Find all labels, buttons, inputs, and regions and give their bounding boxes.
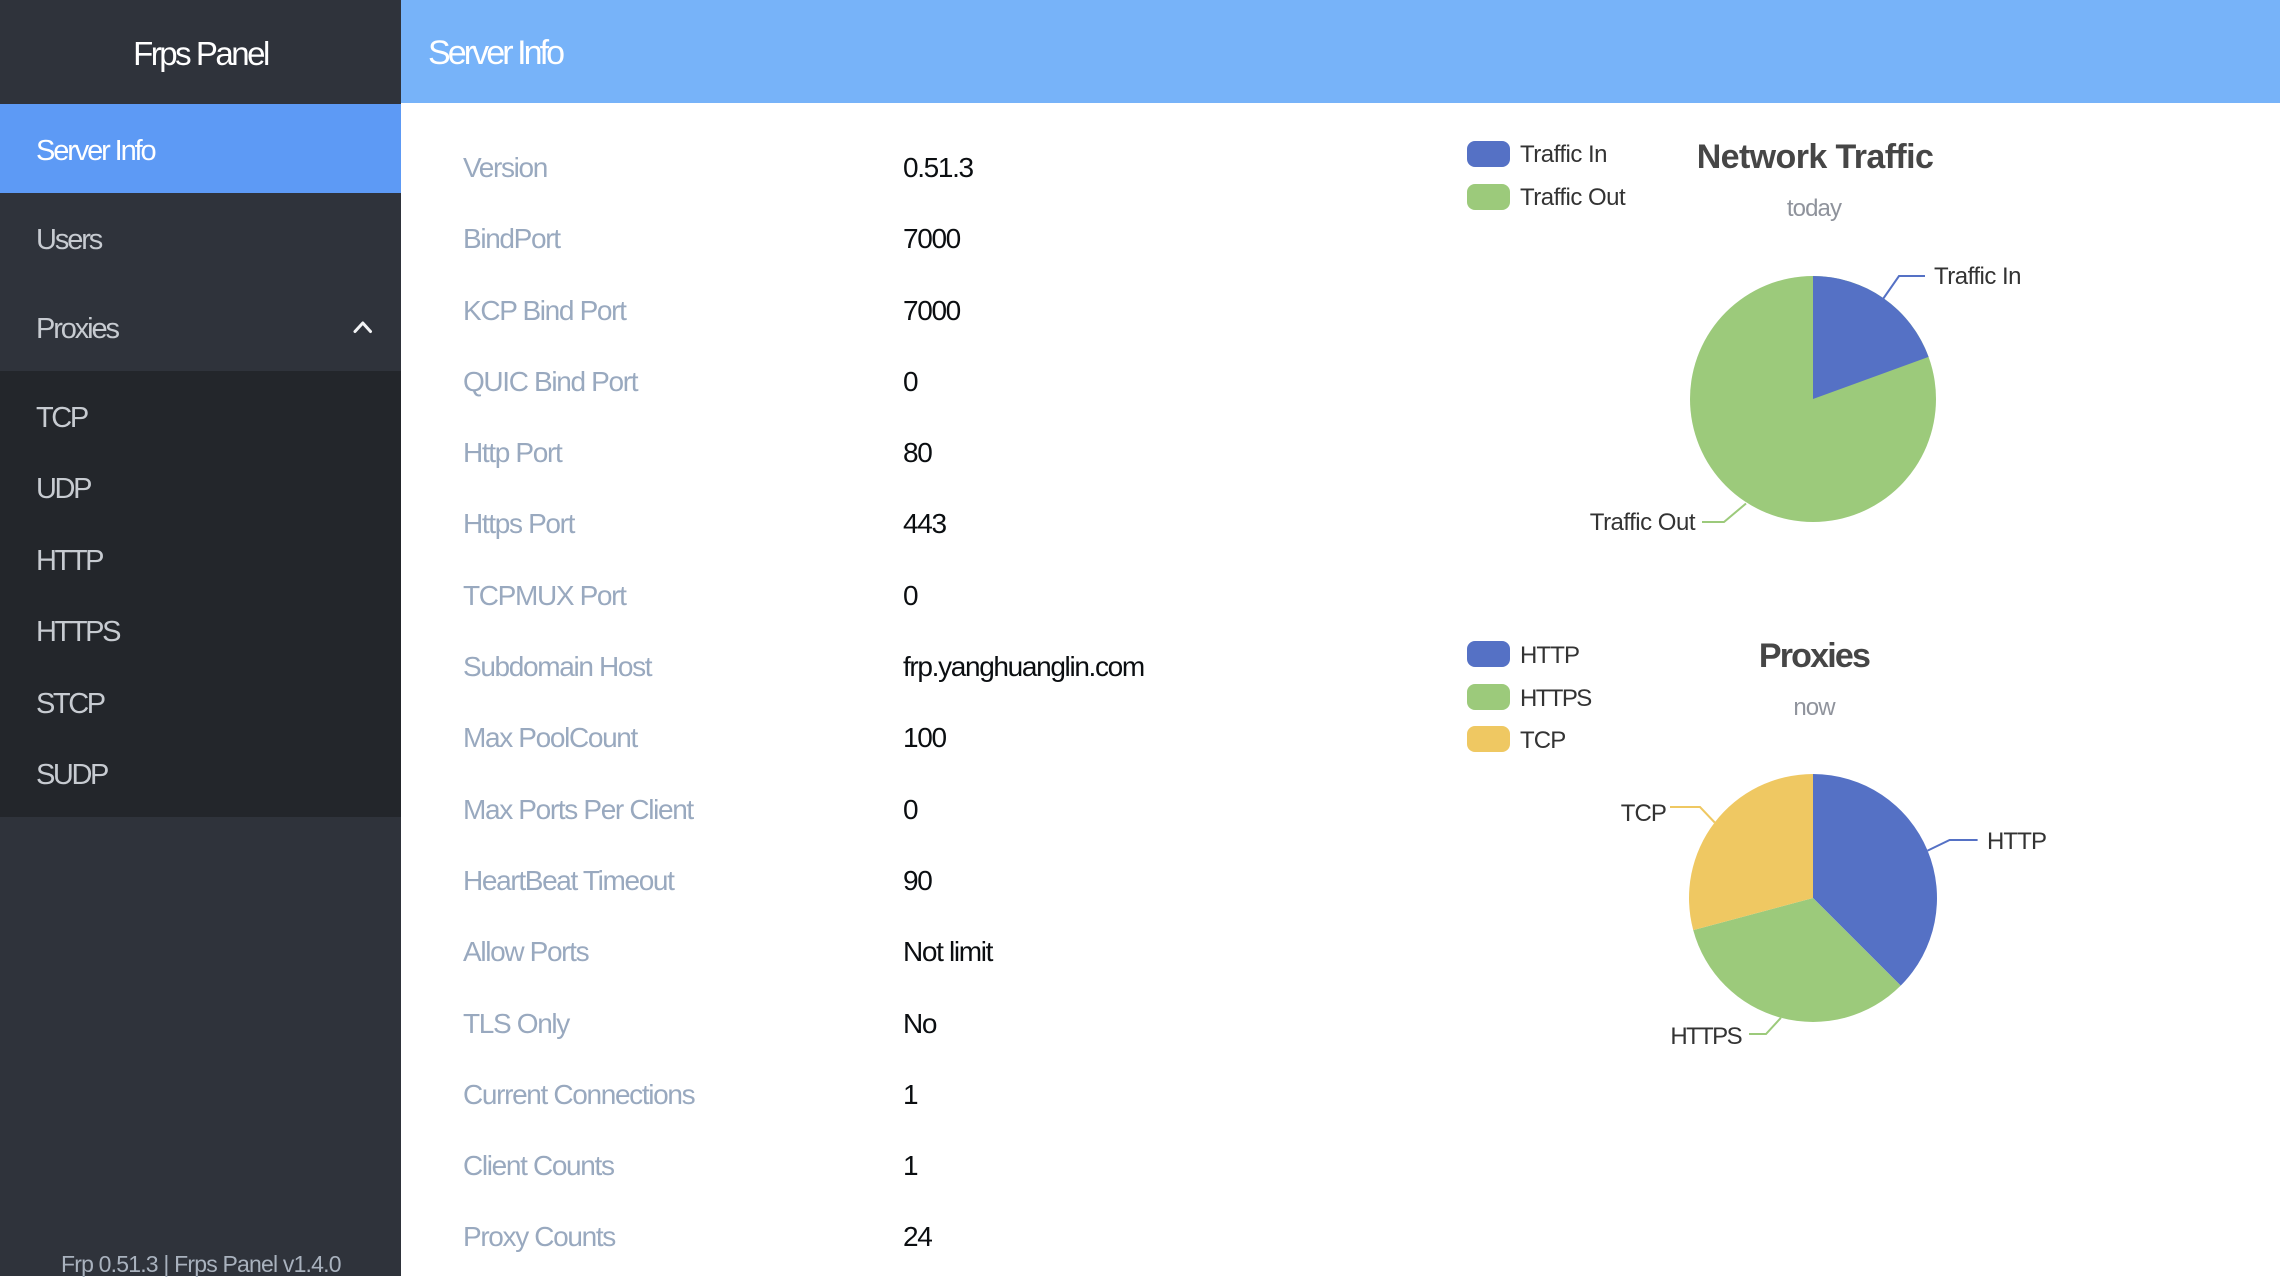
svg-text:TCP: TCP [1520, 727, 1565, 754]
svg-text:Traffic In: Traffic In [1934, 263, 2021, 290]
svg-text:Traffic Out: Traffic Out [1590, 509, 1696, 536]
svg-text:Traffic In: Traffic In [1520, 141, 1607, 168]
svg-text:HTTP: HTTP [1520, 642, 1579, 669]
svg-text:Network Traffic: Network Traffic [1697, 138, 1934, 176]
svg-text:Traffic Out: Traffic Out [1520, 184, 1626, 211]
svg-text:today: today [1787, 195, 1842, 222]
svg-text:HTTPS: HTTPS [1520, 685, 1591, 712]
svg-text:HTTPS: HTTPS [1670, 1023, 1741, 1050]
svg-text:now: now [1793, 694, 1836, 721]
svg-text:TCP: TCP [1621, 800, 1666, 827]
svg-text:Proxies: Proxies [1759, 637, 1870, 675]
svg-text:HTTP: HTTP [1987, 828, 2046, 855]
